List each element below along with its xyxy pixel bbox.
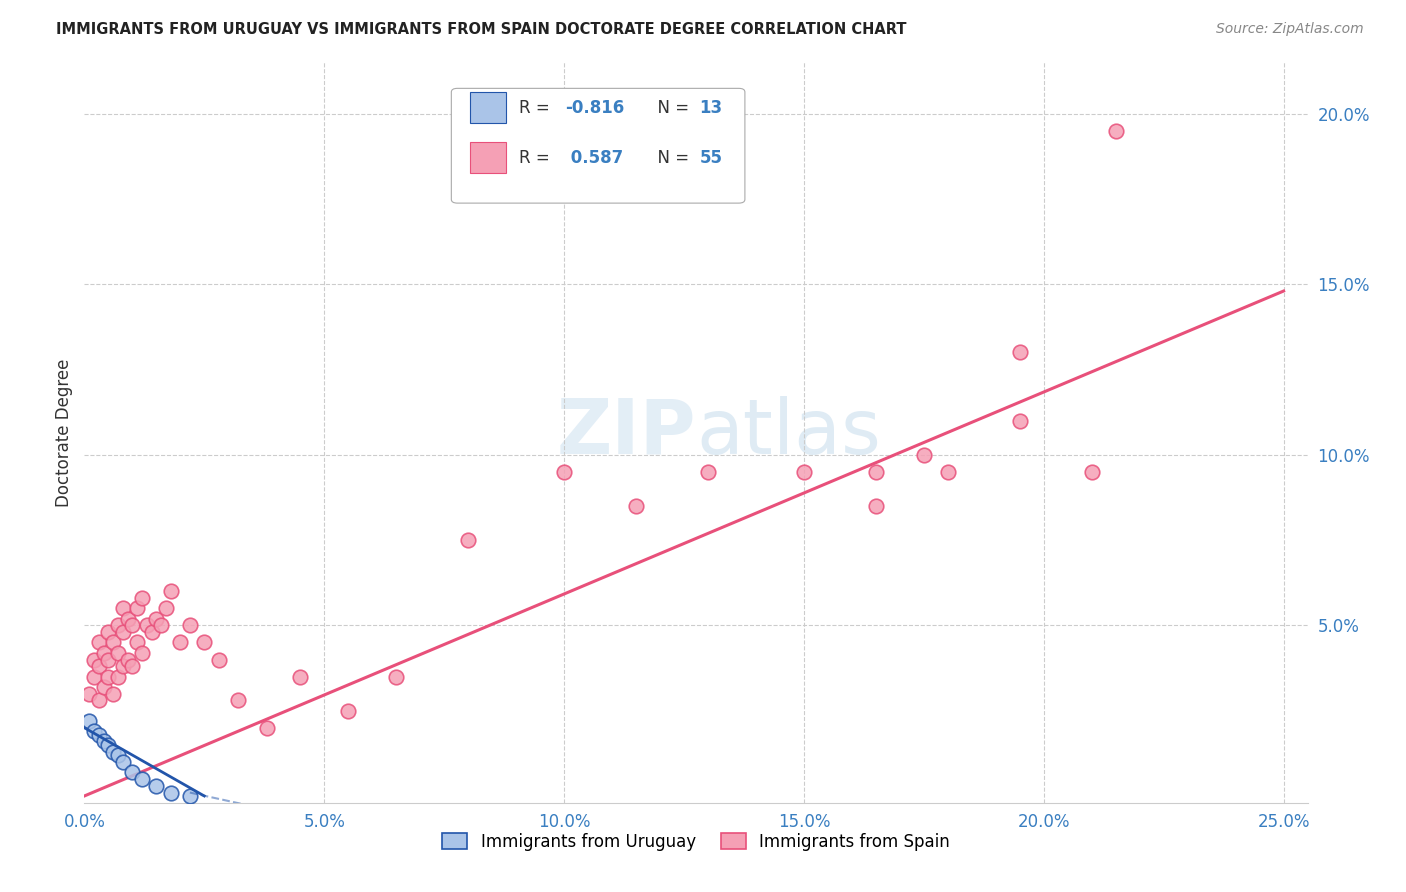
Point	[624, 499, 647, 513]
Point	[107, 618, 129, 632]
Point	[159, 786, 181, 800]
Point	[141, 625, 163, 640]
Point	[1105, 123, 1128, 137]
Text: IMMIGRANTS FROM URUGUAY VS IMMIGRANTS FROM SPAIN DOCTORATE DEGREE CORRELATION CH: IMMIGRANTS FROM URUGUAY VS IMMIGRANTS FR…	[56, 22, 907, 37]
Point	[117, 652, 139, 666]
Text: 13: 13	[700, 99, 723, 117]
Point	[290, 669, 312, 683]
Point	[865, 465, 887, 479]
FancyBboxPatch shape	[451, 88, 745, 203]
Text: R =: R =	[519, 99, 554, 117]
Point	[97, 738, 120, 752]
Point	[1080, 465, 1102, 479]
Point	[155, 601, 177, 615]
Point	[101, 745, 124, 759]
Point	[179, 618, 201, 632]
FancyBboxPatch shape	[470, 143, 506, 173]
Point	[150, 618, 173, 632]
Point	[145, 611, 167, 625]
Point	[97, 625, 120, 640]
Text: 0.587: 0.587	[565, 149, 623, 167]
Point	[179, 789, 201, 803]
Point	[131, 646, 153, 660]
Point	[936, 465, 959, 479]
Point	[101, 635, 124, 649]
Text: N =: N =	[647, 149, 695, 167]
Point	[111, 755, 134, 769]
Point	[127, 601, 149, 615]
Point	[117, 611, 139, 625]
Point	[121, 618, 143, 632]
Point	[1008, 345, 1031, 359]
Point	[793, 465, 815, 479]
Text: 55: 55	[700, 149, 723, 167]
Point	[83, 669, 105, 683]
Point	[107, 646, 129, 660]
Point	[83, 724, 105, 739]
Legend: Immigrants from Uruguay, Immigrants from Spain: Immigrants from Uruguay, Immigrants from…	[436, 826, 956, 857]
Point	[121, 659, 143, 673]
Point	[226, 693, 249, 707]
Point	[83, 652, 105, 666]
Point	[159, 584, 181, 599]
Point	[193, 635, 215, 649]
Text: R =: R =	[519, 149, 554, 167]
Point	[107, 747, 129, 762]
FancyBboxPatch shape	[470, 92, 506, 123]
Point	[93, 646, 115, 660]
Point	[1008, 414, 1031, 428]
Point	[87, 635, 110, 649]
Point	[77, 714, 100, 728]
Text: -0.816: -0.816	[565, 99, 624, 117]
Point	[111, 659, 134, 673]
Point	[87, 693, 110, 707]
Y-axis label: Doctorate Degree: Doctorate Degree	[55, 359, 73, 507]
Point	[93, 680, 115, 694]
Point	[127, 635, 149, 649]
Point	[208, 652, 231, 666]
Point	[385, 669, 408, 683]
Point	[111, 625, 134, 640]
Point	[87, 659, 110, 673]
Point	[121, 765, 143, 780]
Point	[101, 687, 124, 701]
Point	[97, 652, 120, 666]
Point	[97, 669, 120, 683]
Point	[912, 448, 935, 462]
Text: Source: ZipAtlas.com: Source: ZipAtlas.com	[1216, 22, 1364, 37]
Point	[131, 591, 153, 606]
Point	[697, 465, 720, 479]
Point	[169, 635, 191, 649]
Text: ZIP: ZIP	[557, 396, 696, 469]
Point	[337, 704, 360, 718]
Point	[553, 465, 575, 479]
Point	[111, 601, 134, 615]
Point	[87, 728, 110, 742]
Point	[145, 779, 167, 793]
Point	[865, 499, 887, 513]
Point	[135, 618, 157, 632]
Point	[256, 721, 278, 735]
Point	[131, 772, 153, 786]
Point	[93, 734, 115, 748]
Text: atlas: atlas	[696, 396, 880, 469]
Text: N =: N =	[647, 99, 695, 117]
Point	[77, 687, 100, 701]
Point	[107, 669, 129, 683]
Point	[457, 533, 479, 547]
